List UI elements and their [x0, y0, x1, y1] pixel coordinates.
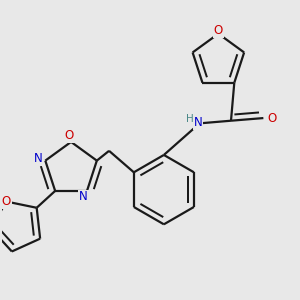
Text: O: O — [2, 195, 11, 208]
Text: O: O — [214, 24, 223, 37]
Text: H: H — [186, 114, 194, 124]
Text: N: N — [194, 116, 202, 129]
Text: O: O — [267, 112, 276, 124]
Text: N: N — [34, 152, 42, 166]
Text: O: O — [65, 130, 74, 142]
Text: N: N — [79, 190, 88, 203]
